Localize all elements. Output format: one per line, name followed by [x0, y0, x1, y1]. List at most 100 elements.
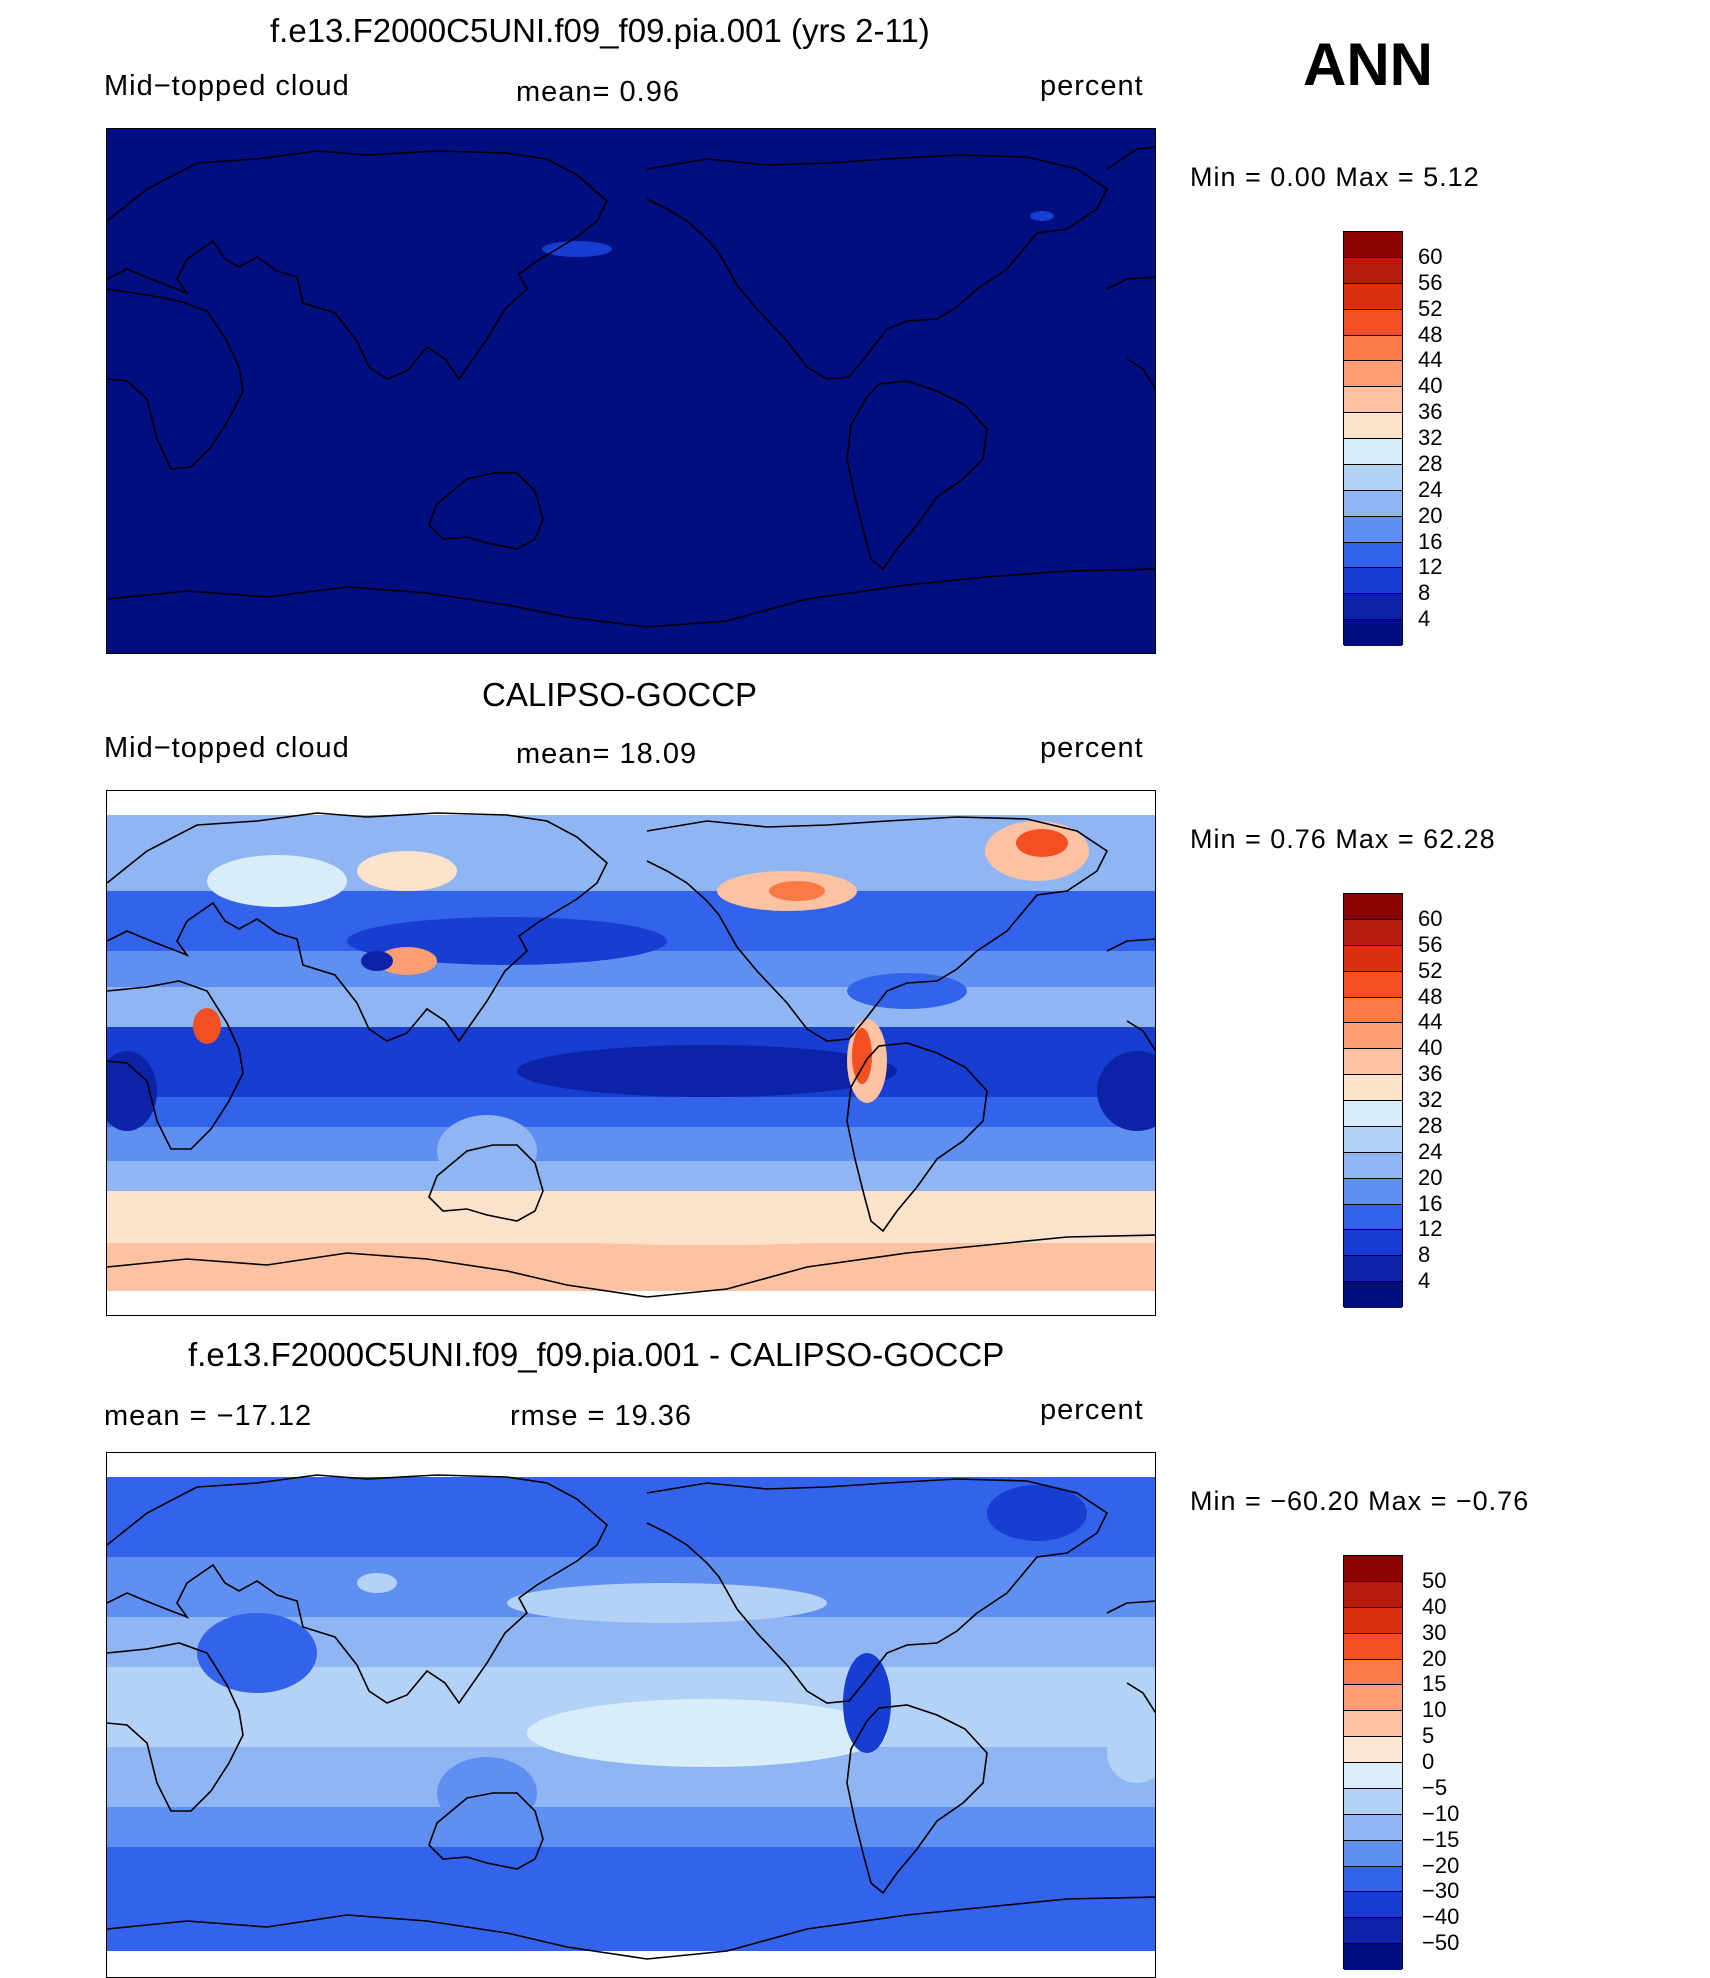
- units-label: percent: [1040, 732, 1144, 764]
- colorbar-swatch: [1344, 439, 1402, 465]
- colorbar-tick-label: −30: [1422, 1878, 1460, 1904]
- colorbar-swatch: [1344, 1581, 1402, 1608]
- colorbar-tick-label: 32: [1418, 425, 1443, 450]
- colorbar-tick-label: −5: [1422, 1774, 1448, 1800]
- map-field-patch: [1030, 211, 1054, 221]
- colorbar-swatch: [1344, 335, 1402, 362]
- colorbar-swatch: [1344, 1918, 1402, 1945]
- colorbar-tick-label: 15: [1422, 1671, 1447, 1697]
- coastlines: [107, 146, 1155, 628]
- colorbar-swatch: [1344, 945, 1402, 972]
- mean-label: mean= 0.96: [516, 76, 680, 108]
- colorbar-swatch: [1344, 997, 1402, 1024]
- coast-south-america: [846, 1704, 988, 1895]
- colorbar-tick-label: 52: [1418, 957, 1443, 983]
- colorbar-tick-label: 56: [1418, 931, 1443, 957]
- colorbar-swatch: [1344, 568, 1402, 595]
- panel-title: CALIPSO-GOCCP: [482, 676, 758, 713]
- colorbar-tick-label: 8: [1418, 580, 1431, 606]
- colorbar-tick-label: 48: [1418, 983, 1443, 1009]
- colorbar-swatch: [1344, 1633, 1402, 1660]
- map-field: [107, 815, 1155, 1291]
- coast-australia: [428, 1144, 544, 1222]
- colorbar-swatch: [1344, 594, 1402, 621]
- colorbar-tick-label: 60: [1418, 243, 1443, 269]
- colorbar-tick-label: 10: [1422, 1697, 1447, 1723]
- colorbar-swatch: [1344, 1152, 1402, 1179]
- colorbar-tick-label: 36: [1418, 1061, 1443, 1087]
- coast-antarctica: [107, 1234, 1155, 1298]
- colorbar-swatch: [1344, 1607, 1402, 1634]
- colorbar-tick-label: 16: [1418, 528, 1443, 554]
- map-difference: [106, 1452, 1156, 1978]
- colorbar-tick-label: 40: [1418, 1035, 1443, 1061]
- coast-eurasia: [107, 812, 608, 1043]
- colorbar-swatch: [1344, 971, 1402, 998]
- colorbar-swatch: [1344, 1711, 1402, 1738]
- colorbar-swatch: [1344, 1178, 1402, 1205]
- colorbar-tick-label: 4: [1418, 606, 1431, 632]
- colorbar-swatch: [1344, 1659, 1402, 1686]
- minmax-label: Min = 0.76 Max = 62.28: [1190, 824, 1496, 854]
- colorbar-tick-label: 44: [1418, 347, 1443, 373]
- colorbar-tick-label: 24: [1418, 1138, 1443, 1164]
- colorbar-swatch: [1344, 1892, 1402, 1919]
- colorbar-tick-label: 48: [1418, 321, 1443, 347]
- coast-right-edge: [1106, 1600, 1155, 1714]
- coast-north-america: [646, 816, 1109, 1042]
- units-label: percent: [1040, 1394, 1144, 1426]
- colorbar-swatch: [1344, 1840, 1402, 1867]
- season-label: ANN: [1303, 31, 1433, 98]
- colorbar-tick-label: 28: [1418, 1112, 1443, 1138]
- colorbar-tick-label: −40: [1422, 1904, 1460, 1930]
- colorbar-tick-label: 20: [1422, 1645, 1447, 1671]
- coast-australia: [428, 472, 544, 550]
- coast-africa: [107, 288, 244, 470]
- colorbar-tick-label: 56: [1418, 269, 1443, 295]
- coast-greenland: [1106, 146, 1155, 170]
- map-field: [107, 129, 1155, 653]
- minmax-label: Min = −60.20 Max = −0.76: [1190, 1486, 1530, 1516]
- colorbar-swatch: [1344, 1282, 1402, 1308]
- colorbar-swatch: [1344, 1685, 1402, 1712]
- colorbar-tick-label: 5: [1422, 1723, 1435, 1749]
- colorbar-swatch: [1344, 1049, 1402, 1076]
- colorbar-swatch: [1344, 309, 1402, 336]
- colorbar-tick-label: 0: [1422, 1749, 1435, 1774]
- colorbar-tick-label: 40: [1418, 373, 1443, 399]
- colorbar-swatch: [1344, 516, 1402, 543]
- coast-north-america: [646, 1478, 1109, 1704]
- colorbar-swatch: [1344, 490, 1402, 517]
- colorbar-swatch: [1344, 1788, 1402, 1815]
- map-model: [106, 128, 1156, 654]
- colorbar-swatch: [1344, 1944, 1402, 1970]
- colorbar-tick-label: 20: [1418, 1164, 1443, 1190]
- colorbar-swatch: [1344, 464, 1402, 491]
- colorbar-swatch: [1344, 1556, 1402, 1582]
- coast-antarctica: [107, 568, 1155, 628]
- colorbar-tick-label: 8: [1418, 1242, 1431, 1268]
- coast-north-america: [646, 154, 1109, 380]
- colorbar-swatch: [1344, 361, 1402, 388]
- panel-title: f.e13.F2000C5UNI.f09_f09.pia.001 (yrs 2-…: [270, 12, 930, 49]
- colorbar-tick-label: 20: [1418, 502, 1443, 528]
- coast-africa: [107, 1642, 244, 1812]
- colorbar-tick-label: 28: [1418, 450, 1443, 476]
- colorbar: [1343, 1555, 1403, 1970]
- mean-label: mean = −17.12: [104, 1400, 313, 1432]
- map-field: [107, 1477, 1155, 1951]
- colorbar-swatch: [1344, 257, 1402, 284]
- coastlines: [107, 812, 1155, 1298]
- coast-australia: [428, 1792, 544, 1870]
- colorbar-swatch: [1344, 542, 1402, 569]
- colorbar-tick-label: 52: [1418, 295, 1443, 321]
- map-field-patch: [542, 241, 612, 257]
- coastlines: [107, 1474, 1155, 1960]
- colorbar-tick-label: 50: [1422, 1567, 1447, 1593]
- colorbar-swatch: [1344, 1204, 1402, 1231]
- mean-label: mean= 18.09: [516, 738, 698, 770]
- colorbar-tick-label: 24: [1418, 476, 1443, 502]
- colorbar-swatch: [1344, 620, 1402, 646]
- coast-eurasia: [107, 150, 608, 381]
- variable-label: Mid−topped cloud: [104, 70, 350, 102]
